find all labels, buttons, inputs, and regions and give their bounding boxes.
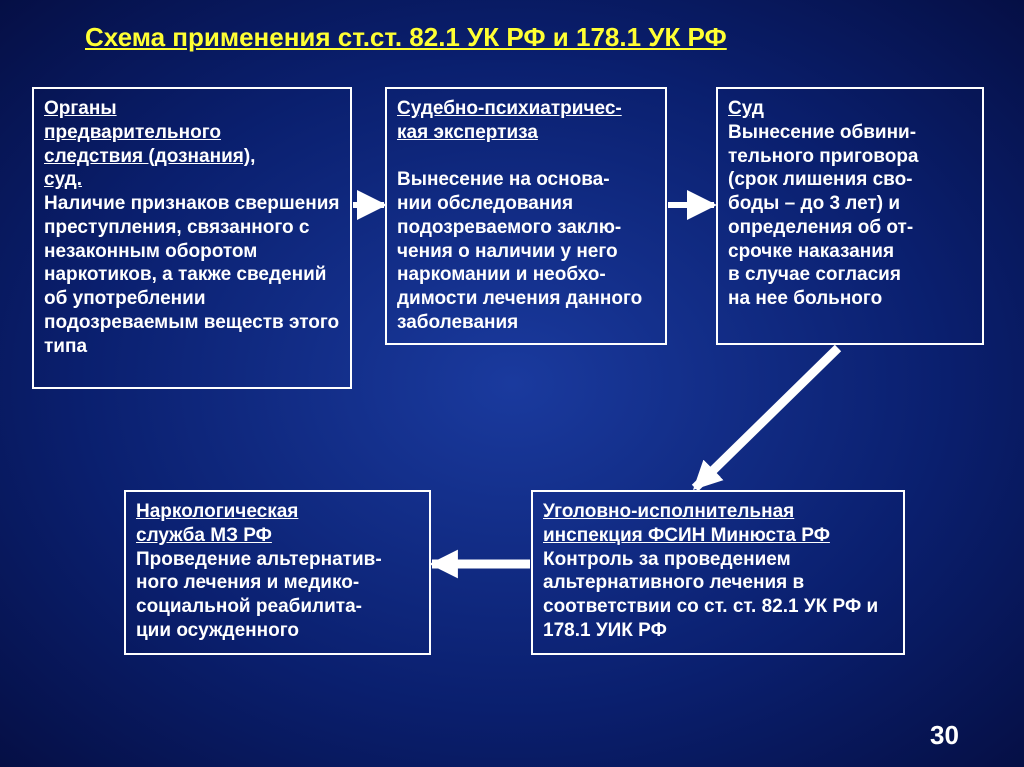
slide-title: Схема применения ст.ст. 82.1 УК РФ и 178… [85,22,727,53]
box-title-line: следствия (дознания), [44,146,255,167]
box-body: Наличие признаков свершения преступления… [44,193,339,357]
box-title-line: Уголовно-исполнительная [543,501,794,522]
box-title-line: кая экспертиза [397,122,538,143]
box-title-line: суд. [44,169,82,190]
box-body: Вынесение на основа- нии обследования по… [397,169,642,333]
box-expertise: Судебно-психиатричес- кая экспертиза Вын… [385,87,667,345]
box-fsin-inspection: Уголовно-исполнительная инспекция ФСИН М… [531,490,905,655]
box-title-line: инспекция ФСИН Минюста РФ [543,525,830,546]
box-body: Контроль за проведением альтернативного … [543,549,878,641]
box-title-line: служба МЗ РФ [136,525,272,546]
box-body: Вынесение обвини- тельного приговора (ср… [728,122,919,309]
box-court: Суд Вынесение обвини- тельного приговора… [716,87,984,345]
box-narcology-service: Наркологическая служба МЗ РФ Проведение … [124,490,431,655]
box-title-line: предварительного [44,122,221,143]
box-body: Проведение альтернатив- ного лечения и м… [136,549,382,641]
box-title-line: Судебно-психиатричес- [397,98,622,119]
box-title-line: Наркологическая [136,501,298,522]
arrow-3 [695,348,838,488]
page-number: 30 [930,720,959,751]
slide-root: Схема применения ст.ст. 82.1 УК РФ и 178… [0,0,1024,767]
box-title-line: Суд [728,98,764,119]
box-investigation: Органы предварительного следствия (дозна… [32,87,352,389]
box-title-line: Органы [44,98,117,119]
